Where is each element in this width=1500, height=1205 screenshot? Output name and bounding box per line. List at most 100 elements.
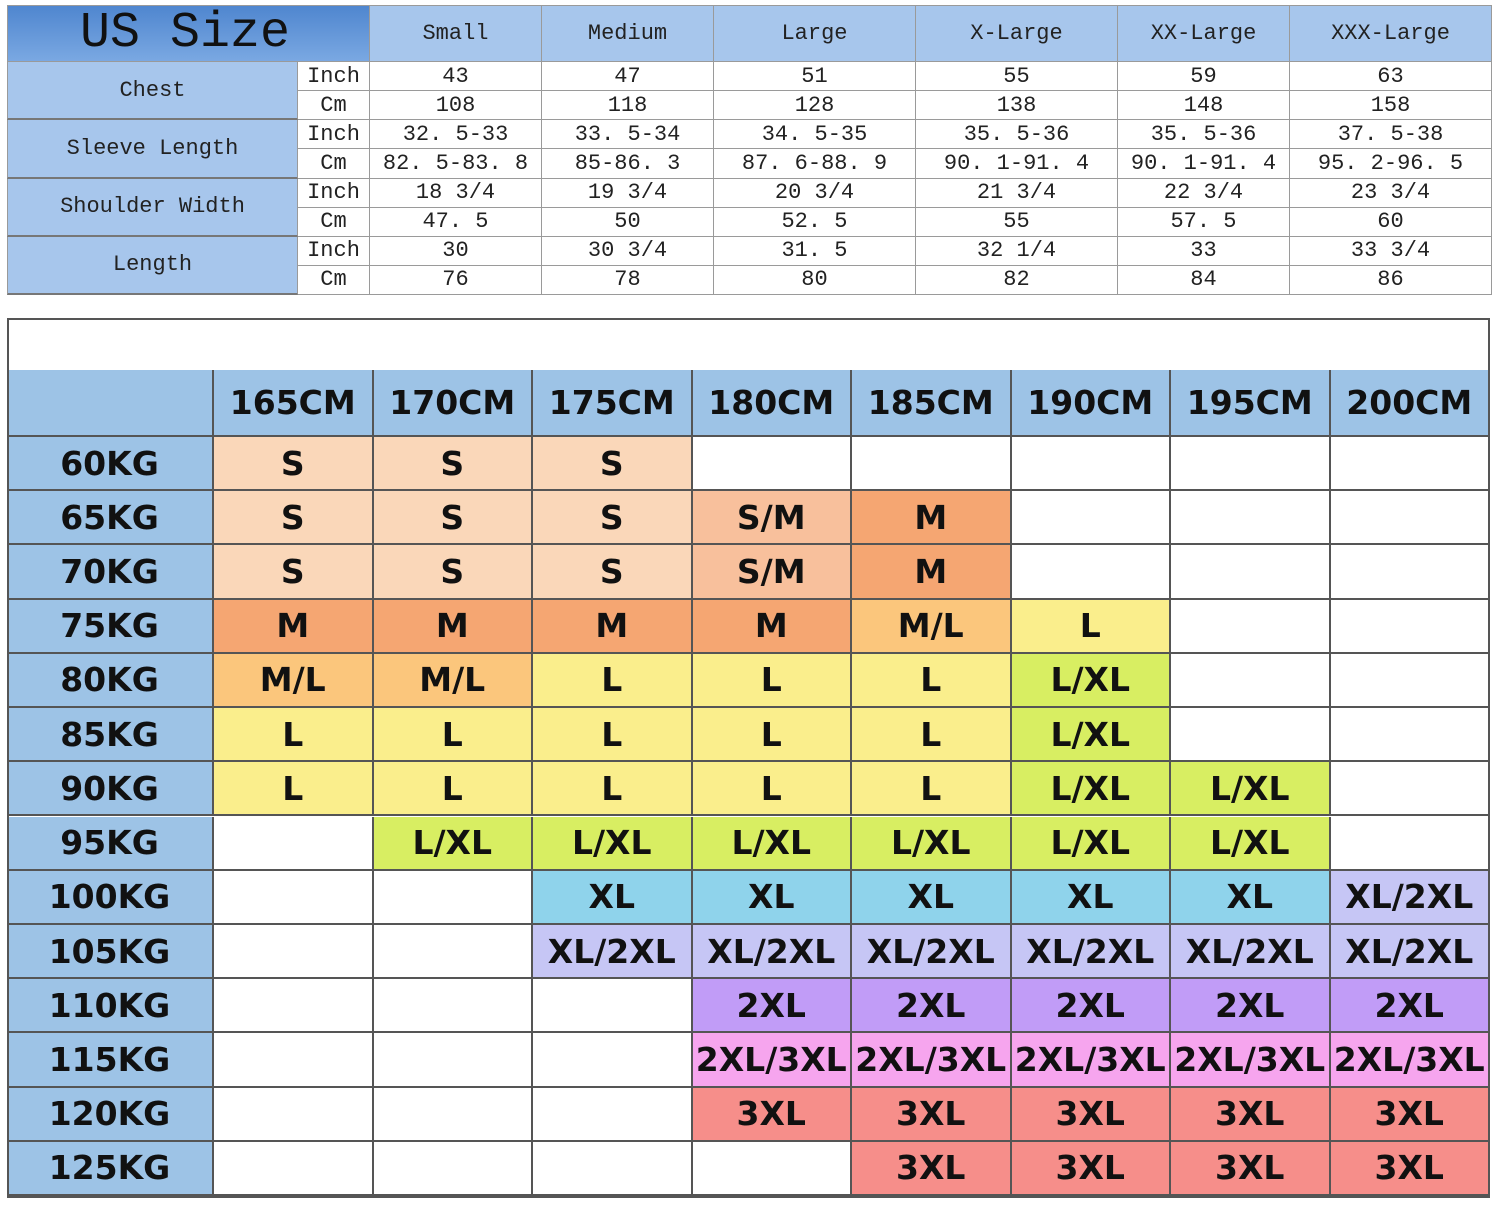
unit-label: Cm	[298, 91, 370, 121]
measure-value: 158	[1290, 91, 1492, 121]
measure-value: 63	[1290, 62, 1492, 92]
size-cell: 2XL/3XL	[692, 1033, 852, 1088]
size-cell: L	[692, 762, 852, 817]
size-cell: 3XL	[1011, 1087, 1171, 1142]
measure-value: 34. 5-35	[714, 120, 916, 150]
measure-value: 138	[916, 91, 1118, 121]
size-cell: S	[214, 545, 374, 600]
height-header: 190CM	[1011, 370, 1171, 437]
size-cell	[373, 870, 533, 925]
weight-label: 85KG	[7, 708, 214, 763]
size-cell: XL	[852, 870, 1012, 925]
measure-value: 18 3/4	[370, 178, 542, 208]
size-cell	[373, 1141, 533, 1196]
size-cell: L	[692, 653, 852, 709]
unit-label: Inch	[298, 236, 370, 266]
size-cell	[214, 816, 374, 871]
measure-value: 33	[1118, 236, 1290, 266]
size-cell	[533, 979, 693, 1034]
size-cell: M	[214, 599, 374, 654]
size-cell	[214, 1087, 374, 1142]
measure-value: 23 3/4	[1290, 178, 1492, 208]
size-cell	[373, 1087, 533, 1142]
measure-value: 22 3/4	[1118, 178, 1290, 208]
size-header: XX-Large	[1118, 5, 1290, 62]
size-cell: 3XL	[1171, 1087, 1331, 1142]
size-cell	[214, 979, 374, 1034]
size-cell	[1330, 653, 1490, 709]
size-cell: XL	[692, 870, 852, 925]
weight-label: 90KG	[7, 762, 214, 817]
size-cell: XL/2XL	[1011, 924, 1171, 980]
size-cell: XL/2XL	[1330, 924, 1490, 980]
size-header: Medium	[542, 5, 714, 62]
measure-value: 20 3/4	[714, 178, 916, 208]
size-cell	[533, 1033, 693, 1088]
unit-label: Cm	[298, 265, 370, 295]
measure-value: 33 3/4	[1290, 236, 1492, 266]
size-cell	[852, 437, 1012, 492]
measure-value: 108	[370, 91, 542, 121]
size-cell: 2XL	[852, 979, 1012, 1034]
size-cell: 3XL	[1171, 1141, 1331, 1196]
measure-label: Sleeve Length	[7, 120, 298, 179]
measure-label: Shoulder Width	[7, 178, 298, 237]
size-cell: XL/2XL	[1171, 924, 1331, 980]
measure-value: 86	[1290, 265, 1492, 295]
measure-value: 19 3/4	[542, 178, 714, 208]
measure-value: 43	[370, 62, 542, 92]
size-cell: 3XL	[1011, 1141, 1171, 1196]
corner-cell	[7, 370, 214, 437]
measure-value: 33. 5-34	[542, 120, 714, 150]
size-cell: L	[852, 708, 1012, 763]
measure-value: 32 1/4	[916, 236, 1118, 266]
weight-label: 115KG	[7, 1033, 214, 1088]
measure-value: 59	[1118, 62, 1290, 92]
size-cell: M	[852, 545, 1012, 600]
height-header: 200CM	[1330, 370, 1490, 437]
size-cell	[1171, 653, 1331, 709]
measure-value: 90. 1-91. 4	[1118, 149, 1290, 179]
size-cell: S/M	[692, 491, 852, 546]
size-cell: 2XL	[1011, 979, 1171, 1034]
size-cell: S	[373, 437, 533, 492]
measure-value: 55	[916, 62, 1118, 92]
size-cell: M/L	[373, 653, 533, 709]
size-cell: M	[373, 599, 533, 654]
size-cell: L	[533, 762, 693, 817]
size-cell: L	[214, 762, 374, 817]
size-header: Small	[370, 5, 542, 62]
size-cell	[692, 1141, 852, 1196]
size-cell	[1330, 816, 1490, 871]
size-cell	[214, 870, 374, 925]
size-cell	[1330, 708, 1490, 763]
size-cell: 2XL/3XL	[852, 1033, 1012, 1088]
size-cell	[533, 1087, 693, 1142]
size-cell	[1330, 762, 1490, 817]
size-cell	[1171, 545, 1331, 600]
weight-label: 110KG	[7, 979, 214, 1034]
height-header: 175CM	[533, 370, 693, 437]
size-cell	[1171, 599, 1331, 654]
height-header: 170CM	[373, 370, 533, 437]
measure-value: 52. 5	[714, 207, 916, 237]
size-cell: S/M	[692, 545, 852, 600]
size-cell	[1011, 491, 1171, 546]
size-cell: S	[373, 545, 533, 600]
size-cell: S	[214, 491, 374, 546]
measure-value: 50	[542, 207, 714, 237]
size-cell	[1330, 545, 1490, 600]
size-cell: L/XL	[1011, 653, 1171, 709]
measure-value: 31. 5	[714, 236, 916, 266]
size-cell	[214, 1033, 374, 1088]
size-cell: L	[373, 762, 533, 817]
measure-value: 57. 5	[1118, 207, 1290, 237]
unit-label: Cm	[298, 149, 370, 179]
size-cell: 3XL	[852, 1141, 1012, 1196]
size-cell	[1011, 545, 1171, 600]
measure-value: 118	[542, 91, 714, 121]
size-cell: L	[533, 708, 693, 763]
size-cell: L/XL	[1011, 762, 1171, 817]
size-cell: XL	[1011, 870, 1171, 925]
